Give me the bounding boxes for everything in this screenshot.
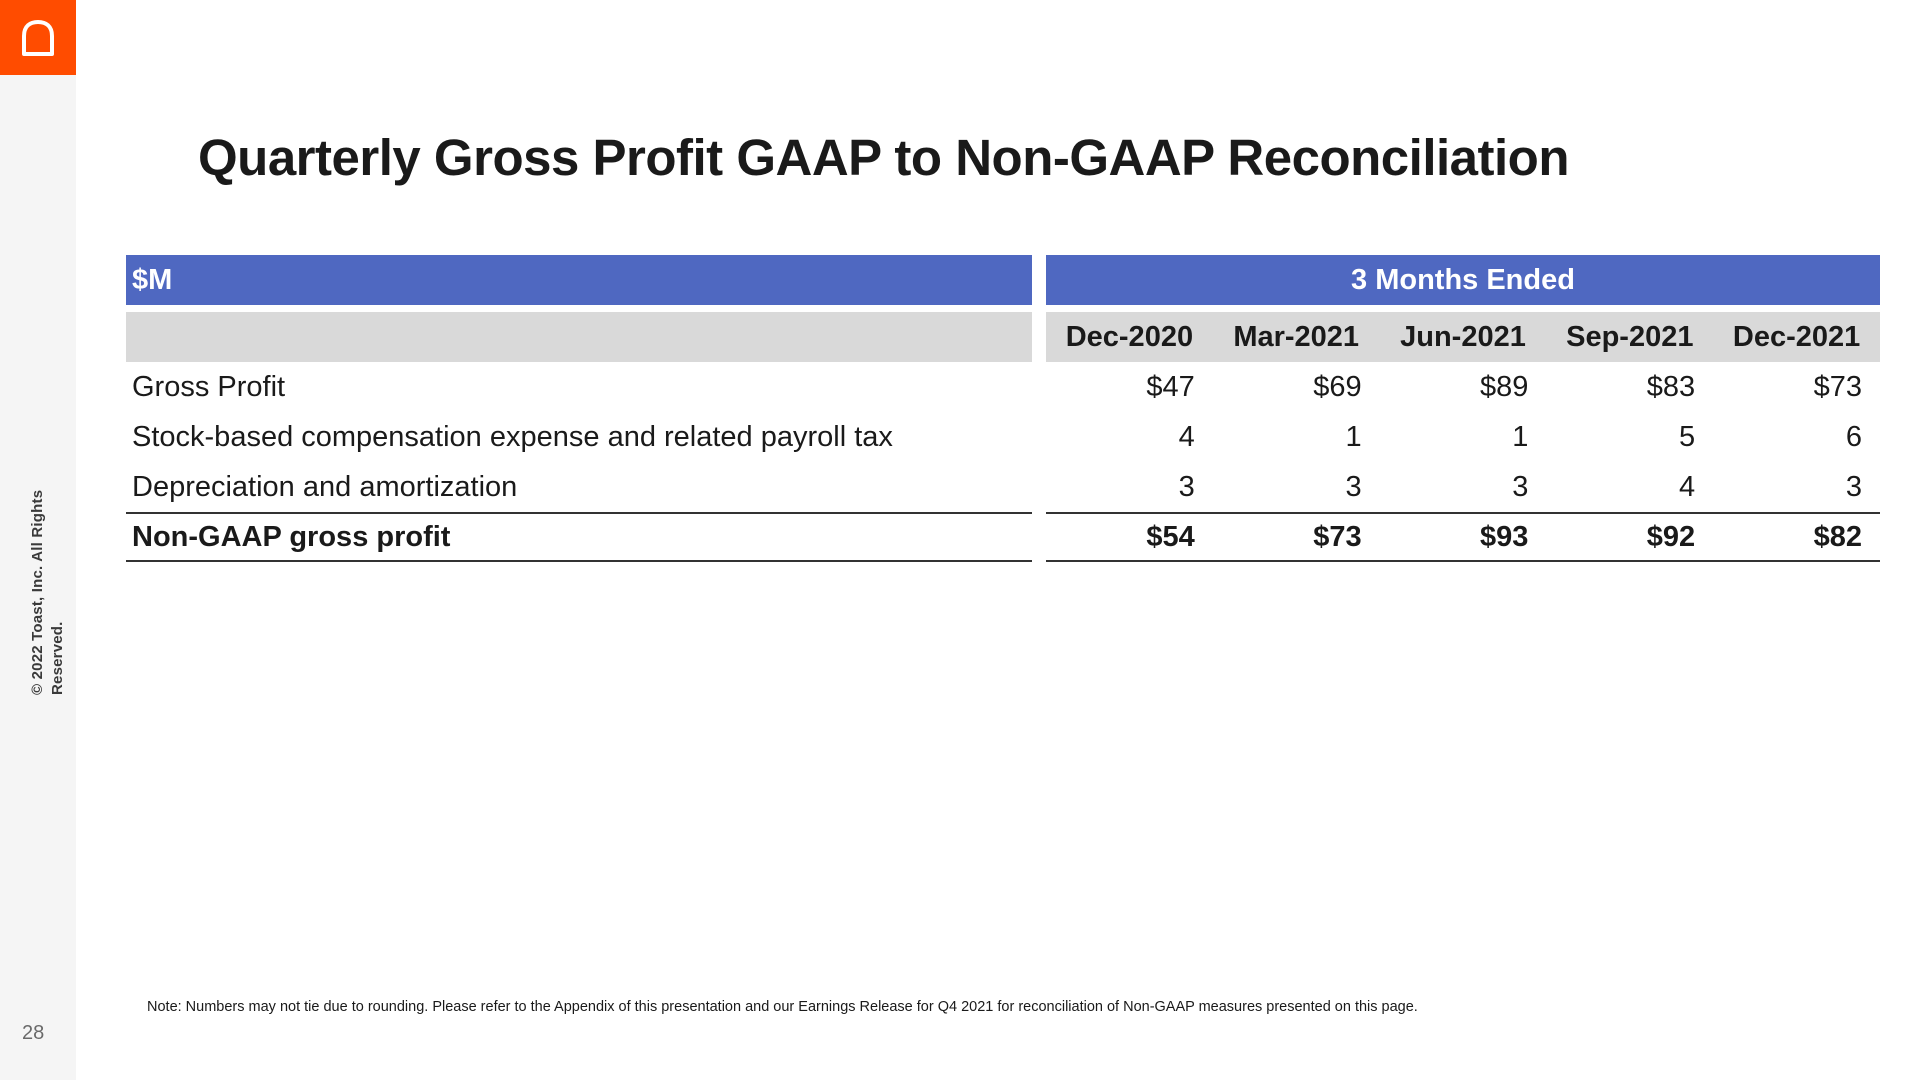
- row-label: Depreciation and amortization: [132, 471, 518, 503]
- table-cell: 3: [1178, 470, 1195, 503]
- table-row: Depreciation and amortization 3 3 3 4 3: [126, 462, 1880, 512]
- page-number: 28: [22, 1022, 45, 1044]
- row-label: Stock-based compensation expense and rel…: [132, 421, 893, 453]
- column-header: Jun-2021: [1400, 320, 1526, 353]
- copyright-text: © 2022 Toast, Inc. All Rights Reserved.: [29, 489, 66, 695]
- table-header-row: $M 3 Months Ended: [126, 255, 1880, 305]
- table-total-row: Non-GAAP gross profit $54 $73 $93 $92 $8…: [126, 512, 1880, 562]
- unit-header: $M: [126, 255, 1032, 305]
- table-cell: $73: [1813, 370, 1862, 403]
- footnote: Note: Numbers may not tie due to roundin…: [147, 999, 1418, 1015]
- row-values: 4 1 1 5 6: [1046, 412, 1880, 462]
- column-header: Dec-2020: [1065, 320, 1194, 353]
- table-cell: $47: [1146, 370, 1195, 403]
- column-header: Mar-2021: [1233, 320, 1360, 353]
- table-cell: 5: [1679, 420, 1696, 453]
- toast-logo-icon: [22, 19, 54, 56]
- row-values: $47 $69 $89 $83 $73: [1046, 362, 1880, 412]
- row-label: Non-GAAP gross profit: [126, 512, 1032, 562]
- period-header: 3 Months Ended: [1046, 255, 1880, 305]
- table-cell: $92: [1646, 521, 1696, 553]
- table-cell: $93: [1480, 521, 1529, 553]
- page-title: Quarterly Gross Profit GAAP to Non-GAAP …: [198, 129, 1570, 186]
- table-cell: 4: [1679, 470, 1696, 503]
- table-cell: 3: [1845, 470, 1862, 503]
- column-header-cells: Dec-2020 Mar-2021 Jun-2021 Sep-2021 Dec-…: [1046, 312, 1880, 362]
- column-header-row: Dec-2020 Mar-2021 Jun-2021 Sep-2021 Dec-…: [126, 312, 1880, 362]
- reconciliation-table: $M 3 Months Ended Dec-2020 Mar-2021 Jun-…: [126, 255, 1880, 562]
- table-row: Gross Profit $47 $69 $89 $83 $73: [126, 362, 1880, 412]
- column-header: Dec-2021: [1732, 320, 1861, 353]
- table-cell: $83: [1646, 370, 1696, 403]
- row-values: 3 3 3 4 3: [1046, 462, 1880, 512]
- table-cell: 6: [1845, 420, 1862, 453]
- toast-logo: [0, 0, 76, 75]
- table-row: Stock-based compensation expense and rel…: [126, 412, 1880, 462]
- table-cell: 1: [1512, 420, 1529, 453]
- table-cell: $69: [1313, 370, 1362, 403]
- column-header: Sep-2021: [1566, 320, 1694, 353]
- table-cell: $89: [1480, 370, 1529, 403]
- table-cell: $73: [1313, 521, 1362, 553]
- table-cell: 3: [1345, 470, 1362, 503]
- table-cell: 1: [1345, 420, 1362, 453]
- table-cell: 3: [1512, 470, 1529, 503]
- column-header-blank: [126, 312, 1032, 362]
- table-cell: 4: [1178, 420, 1195, 453]
- left-rail: © 2022 Toast, Inc. All Rights Reserved. …: [0, 0, 76, 1080]
- table-cell: $54: [1146, 521, 1195, 553]
- row-label: Gross Profit: [132, 371, 286, 403]
- row-values: $54 $73 $93 $92 $82: [1046, 512, 1880, 562]
- table-cell: $82: [1813, 521, 1862, 553]
